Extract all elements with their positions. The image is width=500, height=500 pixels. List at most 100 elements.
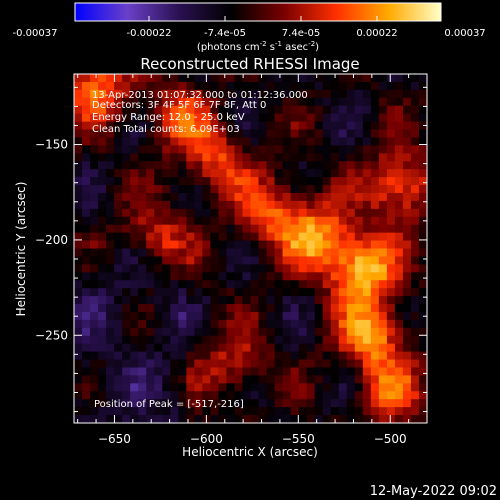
- heatmap-cell: [242, 256, 252, 265]
- heatmap-cell: [210, 264, 220, 273]
- heatmap-cell: [378, 272, 388, 281]
- heatmap-cell: [386, 89, 396, 99]
- heatmap-cell: [226, 296, 236, 305]
- heatmap-cell: [354, 224, 364, 234]
- heatmap-cell: [178, 129, 187, 139]
- heatmap-cell: [234, 216, 244, 226]
- heatmap-cell: [386, 264, 396, 273]
- heatmap-cell: [386, 208, 396, 218]
- heatmap-cell: [114, 407, 123, 416]
- heatmap-cell: [154, 296, 163, 305]
- heatmap-cell: [250, 200, 260, 210]
- heatmap-cell: [226, 399, 236, 408]
- heatmap-cell: [114, 351, 123, 361]
- heatmap-cell: [90, 256, 99, 265]
- heatmap-cell: [194, 288, 203, 297]
- heatmap-cell: [234, 256, 244, 265]
- heatmap-cell: [242, 327, 252, 337]
- heatmap-cell: [410, 383, 420, 392]
- heatmap-cell: [410, 264, 420, 273]
- heatmap-cell: [298, 192, 308, 202]
- heatmap-cell: [298, 113, 308, 123]
- heatmap-cell: [234, 89, 244, 99]
- heatmap-cell: [258, 81, 268, 91]
- heatmap-cell: [290, 248, 300, 258]
- heatmap-cell: [354, 145, 364, 154]
- heatmap-cell: [186, 74, 195, 83]
- heatmap-cell: [362, 185, 372, 194]
- heatmap-cell: [362, 89, 372, 99]
- heatmap-cell: [402, 415, 412, 423]
- heatmap-cell: [226, 327, 236, 337]
- heatmap-cell: [186, 97, 195, 107]
- heatmap-cell: [154, 343, 163, 353]
- heatmap-cell: [186, 319, 195, 329]
- heatmap-cell: [322, 216, 332, 226]
- heatmap-cell: [114, 248, 123, 258]
- heatmap-cell: [178, 319, 187, 329]
- heatmap-cell: [338, 89, 348, 99]
- heatmap-cell: [226, 224, 236, 234]
- heatmap-cell: [98, 256, 107, 265]
- heatmap-cell: [106, 407, 115, 416]
- heatmap-cell: [258, 375, 268, 384]
- heatmap-cell: [274, 272, 284, 281]
- heatmap-cell: [114, 343, 123, 353]
- heatmap-cell: [146, 200, 155, 210]
- heatmap-cell: [130, 343, 139, 353]
- colorbar-tick-label: 0.00037: [444, 28, 485, 39]
- heatmap-cell: [418, 288, 427, 297]
- heatmap-cell: [74, 375, 83, 384]
- heatmap-cell: [82, 97, 91, 107]
- heatmap-cell: [418, 311, 427, 321]
- heatmap-cell: [402, 121, 412, 131]
- heatmap-cell: [258, 177, 268, 186]
- heatmap-cell: [90, 415, 99, 423]
- heatmap-cell: [370, 248, 380, 258]
- heatmap-cell: [306, 367, 316, 377]
- heatmap-cell: [226, 256, 236, 265]
- heatmap-cell: [234, 343, 244, 353]
- heatmap-cell: [74, 177, 83, 186]
- heatmap-cell: [194, 375, 203, 384]
- heatmap-cell: [394, 319, 404, 329]
- heatmap-cell: [290, 129, 300, 139]
- heatmap-cell: [370, 224, 380, 234]
- heatmap-cell: [226, 383, 236, 392]
- heatmap-cell: [194, 81, 203, 91]
- heatmap-cell: [210, 343, 220, 353]
- heatmap-cell: [218, 399, 228, 408]
- heatmap-cell: [370, 105, 380, 115]
- heatmap-cell: [226, 351, 236, 361]
- heatmap-cell: [170, 280, 179, 289]
- heatmap-cell: [242, 97, 252, 107]
- heatmap-cell: [186, 383, 195, 392]
- heatmap-cell: [154, 89, 163, 99]
- heatmap-cell: [258, 169, 268, 178]
- heatmap-cell: [394, 177, 404, 186]
- heatmap-cell: [186, 240, 195, 250]
- heatmap-cell: [386, 232, 396, 242]
- heatmap-cell: [218, 288, 228, 297]
- heatmap-cell: [362, 200, 372, 210]
- heatmap-cell: [346, 256, 356, 265]
- heatmap-cell: [106, 81, 115, 91]
- heatmap-cell: [74, 208, 83, 218]
- heatmap-cell: [162, 296, 171, 305]
- heatmap-cell: [266, 232, 276, 242]
- heatmap-cell: [82, 335, 91, 345]
- heatmap-cell: [202, 311, 211, 321]
- heatmap-cell: [378, 121, 388, 131]
- heatmap-cell: [194, 391, 203, 400]
- heatmap-cell: [146, 327, 155, 337]
- heatmap-cell: [162, 74, 171, 83]
- heatmap-cell: [338, 399, 348, 408]
- heatmap-cell: [354, 216, 364, 226]
- heatmap-cell: [282, 240, 292, 250]
- heatmap-cell: [322, 153, 332, 162]
- heatmap-cell: [410, 153, 420, 162]
- heatmap-cell: [218, 407, 228, 416]
- heatmap-cell: [394, 391, 404, 400]
- heatmap-cell: [242, 177, 252, 186]
- heatmap-cell: [258, 319, 268, 329]
